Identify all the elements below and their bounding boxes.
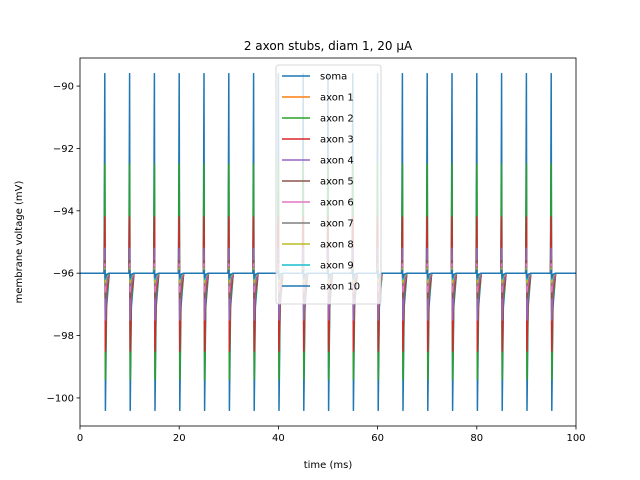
legend-label: axon 1 <box>320 93 354 104</box>
legend-label: axon 3 <box>320 135 354 146</box>
y-tick-label: −92 <box>53 144 74 155</box>
y-tick-label: −98 <box>53 331 74 342</box>
legend-label: axon 9 <box>320 261 354 272</box>
legend-label: axon 6 <box>320 198 354 209</box>
legend-label: axon 5 <box>320 177 354 188</box>
plot-frame <box>79 57 577 427</box>
y-axis-label: membrane voltage (mV) <box>14 180 25 303</box>
x-tick-label: 20 <box>173 433 186 444</box>
legend-label: axon 7 <box>320 219 354 230</box>
x-tick-label: 0 <box>77 433 83 444</box>
legend-label: axon 10 <box>320 282 360 293</box>
x-tick-label: 60 <box>371 433 384 444</box>
x-tick-label: 100 <box>566 433 585 444</box>
y-tick-label: −90 <box>53 82 74 93</box>
legend-label: axon 2 <box>320 114 354 125</box>
y-tick-label: −100 <box>47 393 74 404</box>
legend-label: axon 8 <box>320 240 354 251</box>
legend-label: soma <box>320 72 347 83</box>
legend-label: axon 4 <box>320 156 354 167</box>
y-tick-label: −96 <box>53 269 74 280</box>
x-axis-label: time (ms) <box>304 460 353 471</box>
y-tick-label: −94 <box>53 206 74 217</box>
axes-layer: 0 20 40 60 80 100 −100 −98 −96 −94 −92 −90 <box>47 57 586 444</box>
x-tick-label: 80 <box>470 433 483 444</box>
chart-title: 2 axon stubs, diam 1, 20 µA <box>244 39 413 53</box>
legend: soma axon 1 axon 2 axon 3 axon 4 axon 5 axon 6… <box>275 64 382 305</box>
x-tick-label: 40 <box>272 433 285 444</box>
